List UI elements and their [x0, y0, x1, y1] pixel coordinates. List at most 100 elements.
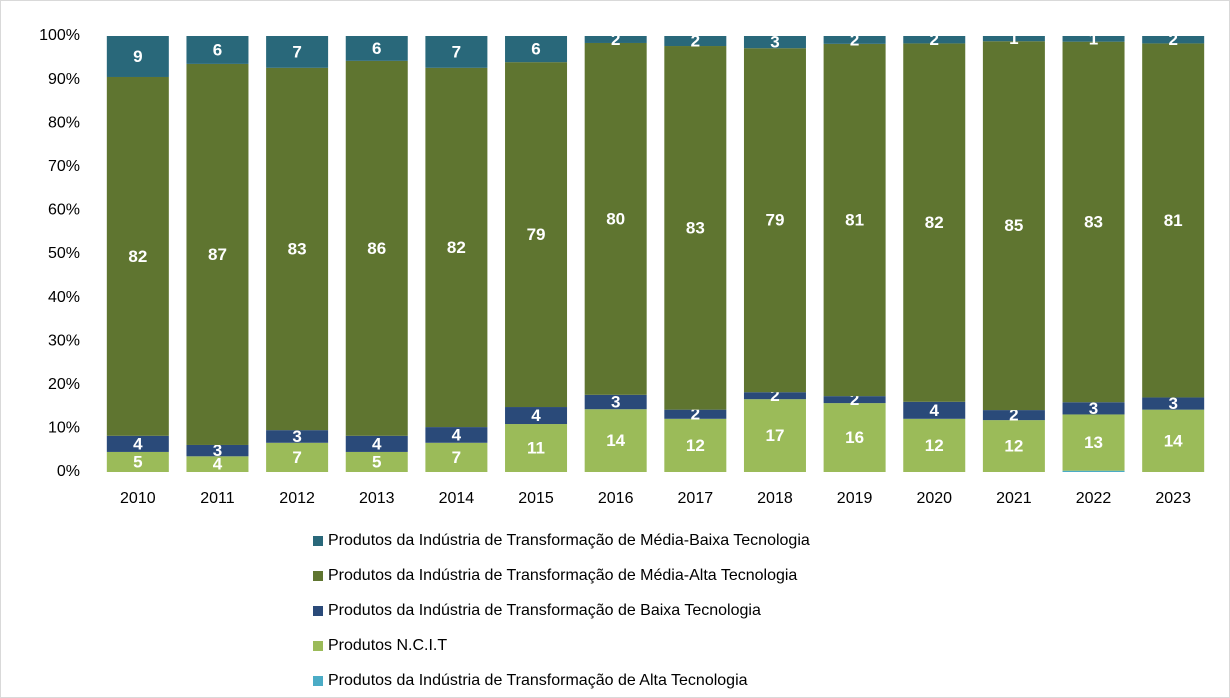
bar-segment: [186, 36, 249, 64]
bar-segment: [1142, 36, 1205, 44]
bar-segment: [982, 41, 1045, 411]
bar-segment: [1062, 41, 1125, 403]
bar-segment: [106, 435, 169, 452]
data-label: 14: [1164, 431, 1183, 450]
bar-segment: [743, 392, 806, 400]
y-tick-label: 10%: [48, 420, 80, 437]
x-tick-label: 2022: [1076, 490, 1112, 507]
bar-segment: [1062, 470, 1125, 472]
data-label: 80: [606, 209, 625, 228]
bar-segment: [505, 424, 568, 472]
data-label: 3: [1089, 399, 1098, 418]
legend-label: Produtos da Indústria de Transformação d…: [328, 567, 797, 584]
legend-swatch: [313, 606, 323, 616]
bar-segment: [664, 409, 727, 419]
data-label: 1: [1089, 29, 1098, 48]
data-label: 4: [531, 406, 541, 425]
data-label: 3: [213, 441, 222, 460]
data-label: 2: [611, 30, 620, 49]
bar-segment: [106, 76, 169, 436]
bar-segment: [982, 420, 1045, 472]
bar-segment: [823, 36, 886, 44]
y-tick-label: 50%: [48, 245, 80, 262]
bar-segment: [903, 36, 966, 44]
data-label: 14: [606, 431, 625, 450]
bar-segment: [1142, 397, 1205, 410]
data-label: 9: [133, 47, 142, 66]
data-label: 2: [691, 405, 700, 424]
data-label: 2: [770, 386, 779, 405]
legend-swatch: [313, 676, 323, 686]
data-label: 83: [288, 239, 307, 258]
legend-label: Produtos da Indústria de Transformação d…: [328, 532, 810, 549]
data-label: 6: [531, 40, 540, 59]
data-label: 83: [686, 218, 705, 237]
data-label: 2: [850, 390, 859, 409]
x-tick-label: 2019: [837, 490, 873, 507]
bar-segment: [1062, 402, 1125, 415]
data-label: 12: [1004, 437, 1023, 456]
bar-segment: [345, 435, 408, 452]
x-tick-label: 2018: [757, 490, 793, 507]
data-label: 7: [452, 448, 461, 467]
bar-segment: [505, 36, 568, 63]
y-tick-label: 90%: [48, 71, 80, 88]
bar-segment: [186, 63, 249, 445]
bar-segment: [1062, 414, 1125, 471]
data-label: 2: [930, 30, 939, 49]
x-tick-label: 2020: [916, 490, 952, 507]
bar-segment: [1142, 43, 1205, 398]
bar-segment: [345, 36, 408, 61]
data-label: 5: [372, 452, 381, 471]
x-tick-label: 2014: [439, 490, 475, 507]
bar-segment: [823, 396, 886, 404]
data-label: 4: [452, 425, 462, 444]
y-tick-label: 40%: [48, 289, 80, 306]
legend-swatch: [313, 571, 323, 581]
bar-segment: [903, 43, 966, 402]
x-tick-label: 2015: [518, 490, 554, 507]
bar-segment: [584, 394, 647, 410]
bar-segment: [982, 36, 1045, 42]
data-label: 2: [691, 31, 700, 50]
data-label: 87: [208, 245, 227, 264]
data-label: 79: [766, 211, 785, 230]
x-tick-label: 2013: [359, 490, 395, 507]
data-label: 6: [213, 40, 222, 59]
bar-segment: [266, 67, 329, 431]
data-label: 82: [128, 247, 147, 266]
data-label: 85: [1004, 216, 1023, 235]
data-label: 5: [133, 452, 142, 471]
bar-segment: [505, 407, 568, 425]
bar-segment: [186, 456, 249, 472]
bar-segment: [743, 36, 806, 49]
data-label: 79: [527, 225, 546, 244]
data-label: 1: [1009, 29, 1018, 48]
legend-swatch: [313, 641, 323, 651]
x-tick-label: 2017: [678, 490, 714, 507]
y-tick-label: 70%: [48, 158, 80, 175]
data-label: 83: [1084, 212, 1103, 231]
data-label: 16: [845, 428, 864, 447]
data-label: 2: [1168, 30, 1177, 49]
x-tick-label: 2010: [120, 490, 156, 507]
bar-segment: [106, 36, 169, 77]
legend-swatch: [313, 536, 323, 546]
y-tick-label: 30%: [48, 332, 80, 349]
data-label: 13: [1084, 433, 1103, 452]
data-label: 17: [766, 426, 785, 445]
bar-segment: [186, 444, 249, 457]
data-label: 3: [770, 33, 779, 52]
x-tick-label: 2021: [996, 490, 1032, 507]
bar-segment: [664, 46, 727, 410]
bar-segment: [266, 442, 329, 472]
bar-segment: [1142, 409, 1205, 472]
data-label: 2: [1009, 406, 1018, 425]
bar-segment: [584, 409, 647, 472]
data-label: 3: [611, 393, 620, 412]
bar-segment: [903, 418, 966, 472]
y-tick-label: 100%: [39, 27, 80, 44]
bar-segment: [106, 451, 169, 472]
y-tick-label: 0%: [57, 463, 80, 480]
